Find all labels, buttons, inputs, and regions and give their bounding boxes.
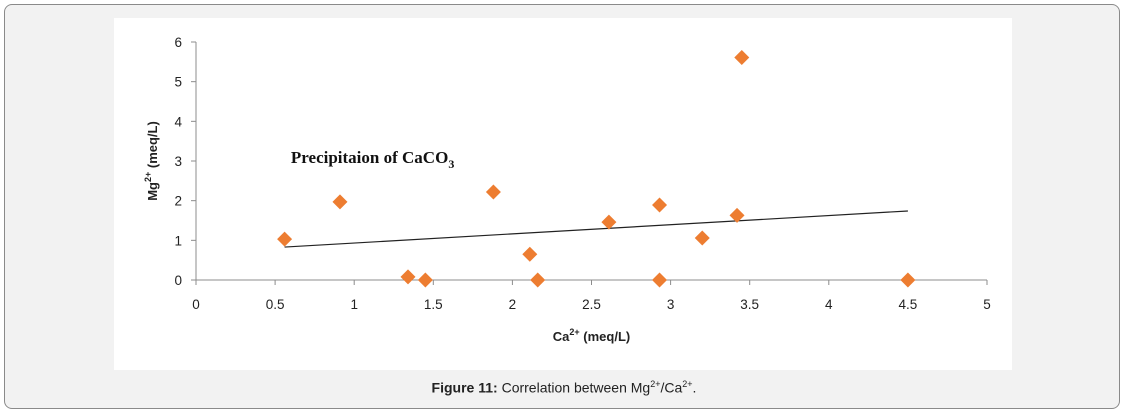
y-axis-title: Mg2+ (meq/L) xyxy=(143,121,160,201)
caption-text-before: Correlation between Mg xyxy=(497,379,651,396)
x-tick-label: 5 xyxy=(983,297,991,312)
x-tick-label: 0.5 xyxy=(266,297,285,312)
x-tick-label: 3.5 xyxy=(740,297,759,312)
caption-sup-2: 2+ xyxy=(682,379,693,389)
caption-text-mid: /Ca xyxy=(660,379,683,396)
data-point xyxy=(277,231,293,247)
data-point xyxy=(522,246,538,262)
x-tick-label: 2.5 xyxy=(582,297,601,312)
figure-caption: Figure 11: Correlation between Mg2+/Ca2+… xyxy=(0,379,1128,396)
x-tick-label: 2 xyxy=(509,297,517,312)
data-point xyxy=(734,49,750,65)
x-tick-label: 4.5 xyxy=(899,297,918,312)
x-tick-label: 4 xyxy=(825,297,833,312)
y-tick-label: 1 xyxy=(174,233,182,248)
data-point xyxy=(601,214,617,230)
x-tick-label: 1 xyxy=(350,297,358,312)
data-point xyxy=(332,194,348,210)
data-point xyxy=(694,230,710,246)
data-point xyxy=(417,272,433,288)
x-tick-label: 3 xyxy=(667,297,675,312)
annotation-label: Precipitaion of CaCO3 xyxy=(291,148,454,171)
x-tick-label: 0 xyxy=(192,297,200,312)
data-point xyxy=(652,272,668,288)
trendline xyxy=(284,210,908,248)
data-point xyxy=(485,184,501,200)
y-tick-label: 0 xyxy=(174,273,182,288)
plot-panel xyxy=(114,18,1012,370)
x-tick-label: 1.5 xyxy=(424,297,443,312)
data-point xyxy=(729,207,745,223)
data-point xyxy=(652,197,668,213)
axes: 0 1 2 3 4 5 6 0 0.5 1 1.5 2 2.5 3 3.5 4 4.5 5 xyxy=(174,35,990,312)
caption-sup-1: 2+ xyxy=(650,379,661,389)
y-tick-label: 5 xyxy=(174,75,182,90)
caption-label: Figure 11: xyxy=(431,379,498,396)
y-tick-label: 3 xyxy=(174,154,182,169)
data-point xyxy=(400,269,416,285)
y-tick-label: 6 xyxy=(174,35,182,50)
data-point xyxy=(900,272,916,288)
x-axis-title: Ca2+ (meq/L) xyxy=(553,327,630,344)
y-tick-label: 4 xyxy=(174,114,182,129)
data-point xyxy=(530,272,546,288)
caption-text-after: . xyxy=(692,379,697,396)
data-points xyxy=(277,49,916,288)
y-tick-label: 2 xyxy=(174,194,182,209)
